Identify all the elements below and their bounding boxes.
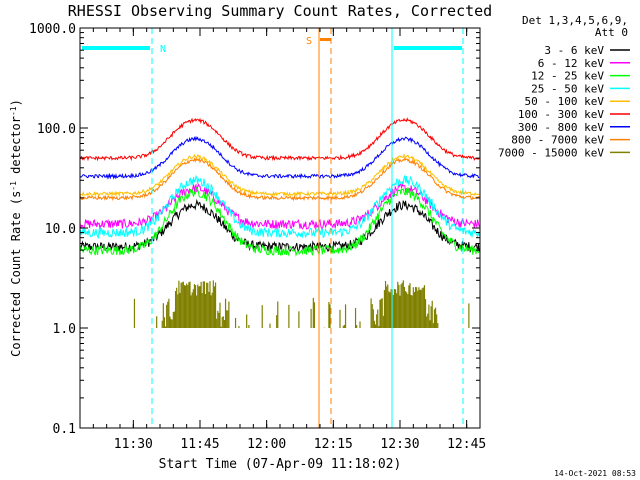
legend-label: 7000 - 15000 keV [498, 146, 604, 159]
series-line [79, 183, 480, 231]
series-line [79, 174, 480, 239]
saa-flag-label: S [306, 36, 312, 47]
legend-header: Det 1,3,4,5,6,9, [522, 14, 628, 27]
legend-label: 12 - 25 keV [531, 70, 604, 83]
saa-bar [320, 38, 331, 41]
y-tick-label: 0.1 [53, 422, 76, 437]
series-line [79, 156, 480, 202]
axes: 1000.0 100.0 10.0 1.0 0.1 11:30 11:45 12:00 12:1… [29, 22, 486, 452]
y-tick-label: 100.0 [37, 122, 76, 137]
legend-label: 50 - 100 keV [525, 95, 605, 108]
legend-label: 3 - 6 keV [544, 44, 604, 57]
x-tick-label: 12:30 [380, 437, 419, 452]
x-tick-label: 12:15 [314, 437, 353, 452]
series-line [79, 187, 480, 257]
plot-area: NS [79, 28, 480, 428]
x-tick-label: 11:30 [114, 437, 153, 452]
legend-header: Att 0 [595, 26, 628, 39]
series-line [79, 153, 480, 198]
plot-frame [79, 27, 481, 429]
x-tick-label: 12:00 [247, 437, 286, 452]
y-tick-label: 1000.0 [29, 22, 76, 37]
legend-label: 300 - 800 keV [518, 121, 604, 134]
night-bar [82, 46, 150, 50]
series-line [79, 117, 480, 162]
y-axis-label: Corrected Count Rate (s-1 detector-1) [9, 99, 24, 357]
x-tick-label: 12:45 [447, 437, 486, 452]
y-tick-label: 1.0 [53, 322, 76, 337]
legend-label: 800 - 7000 keV [511, 134, 604, 147]
series-line [79, 135, 480, 180]
night-flag-label: N [160, 44, 166, 55]
x-tick-label: 11:45 [180, 437, 219, 452]
timestamp: 14-Oct-2021 08:53 [554, 469, 636, 478]
y-tick-label: 10.0 [45, 222, 76, 237]
x-axis-label: Start Time (07-Apr-09 11:18:02) [159, 457, 402, 472]
legend-label: 25 - 50 keV [531, 82, 604, 95]
chart-title: RHESSI Observing Summary Count Rates, Co… [68, 2, 492, 20]
night-bar [394, 46, 462, 50]
legend-label: 100 - 300 keV [518, 108, 604, 121]
legend-label: 6 - 12 keV [538, 57, 605, 70]
